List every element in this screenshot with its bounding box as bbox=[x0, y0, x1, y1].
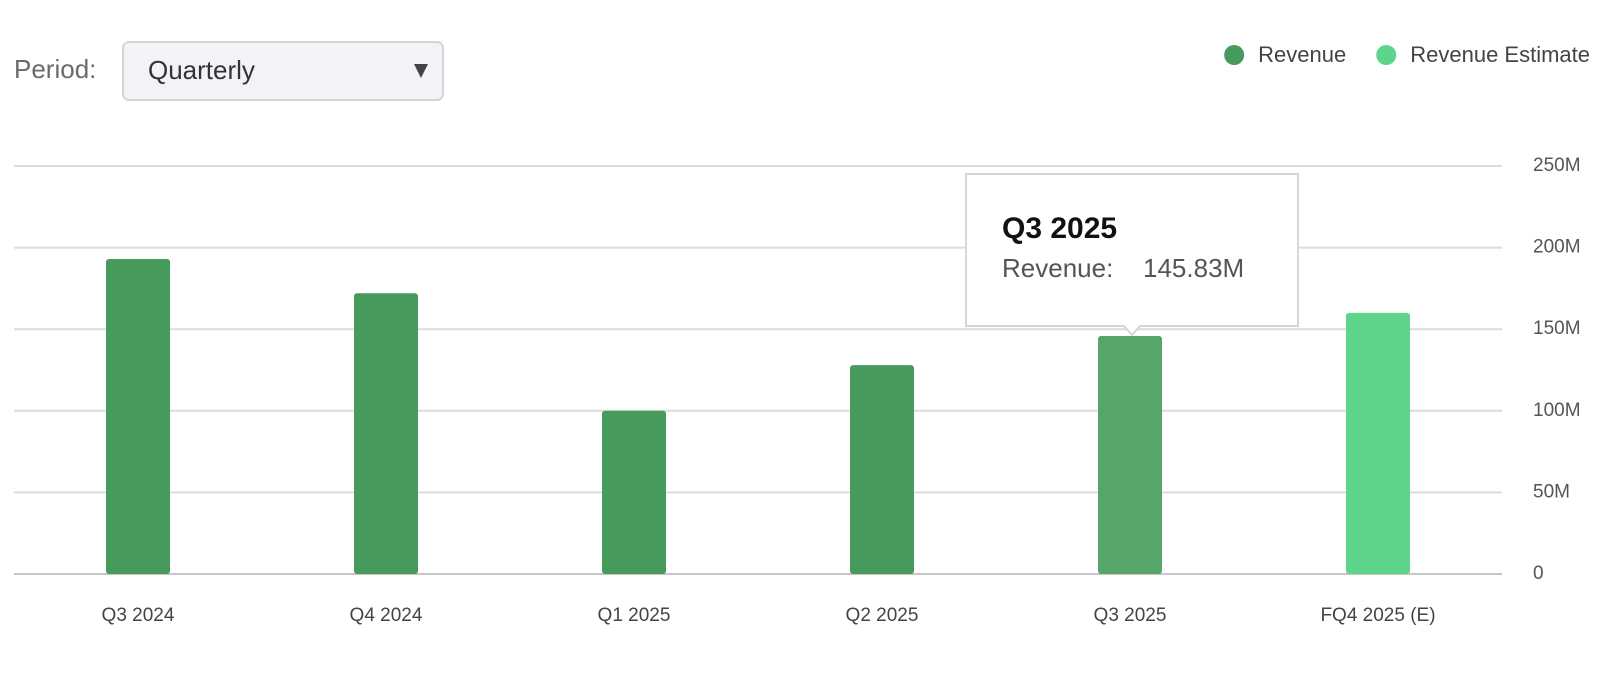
y-tick-label: 100M bbox=[1533, 400, 1581, 421]
x-tick-label: FQ4 2025 (E) bbox=[1320, 605, 1435, 626]
bar bbox=[1346, 312, 1410, 574]
tooltip-title: Q3 2025 bbox=[1002, 212, 1117, 245]
legend-marker bbox=[1376, 45, 1397, 65]
y-tick-label: 200M bbox=[1533, 237, 1581, 258]
x-tick-label: Q1 2025 bbox=[598, 605, 671, 626]
y-tick-label: 250M bbox=[1533, 155, 1581, 176]
bar bbox=[1098, 336, 1162, 574]
tooltip: Q3 2025 Revenue: 145.83M bbox=[965, 173, 1299, 337]
dropdown-value[interactable]: Quarterly bbox=[148, 55, 255, 85]
tooltip-value: 145.83M bbox=[1143, 253, 1244, 283]
bar bbox=[602, 410, 666, 574]
y-tick-label: 150M bbox=[1533, 318, 1581, 339]
dropdown-box[interactable] bbox=[122, 41, 444, 101]
legend-label: Revenue Estimate bbox=[1410, 42, 1590, 67]
y-tick-label: 50M bbox=[1533, 481, 1570, 502]
bar bbox=[354, 293, 418, 574]
bar bbox=[106, 259, 170, 574]
tooltip-label: Revenue: bbox=[1002, 253, 1113, 283]
x-tick-label: Q4 2024 bbox=[350, 605, 423, 626]
x-tick-label: Q3 2025 bbox=[1094, 605, 1167, 626]
period-dropdown[interactable]: Quarterly bbox=[122, 41, 444, 101]
y-tick-label: 0 bbox=[1533, 563, 1544, 584]
legend-marker bbox=[1224, 45, 1245, 65]
dropdown-arrow[interactable] bbox=[414, 64, 428, 78]
tooltip-box bbox=[965, 173, 1299, 337]
x-tick-label: Q3 2024 bbox=[102, 605, 175, 626]
bar bbox=[850, 365, 914, 574]
x-tick-label: Q2 2025 bbox=[846, 605, 919, 626]
period-label: Period: bbox=[14, 54, 96, 84]
legend-label: Revenue bbox=[1258, 42, 1346, 67]
